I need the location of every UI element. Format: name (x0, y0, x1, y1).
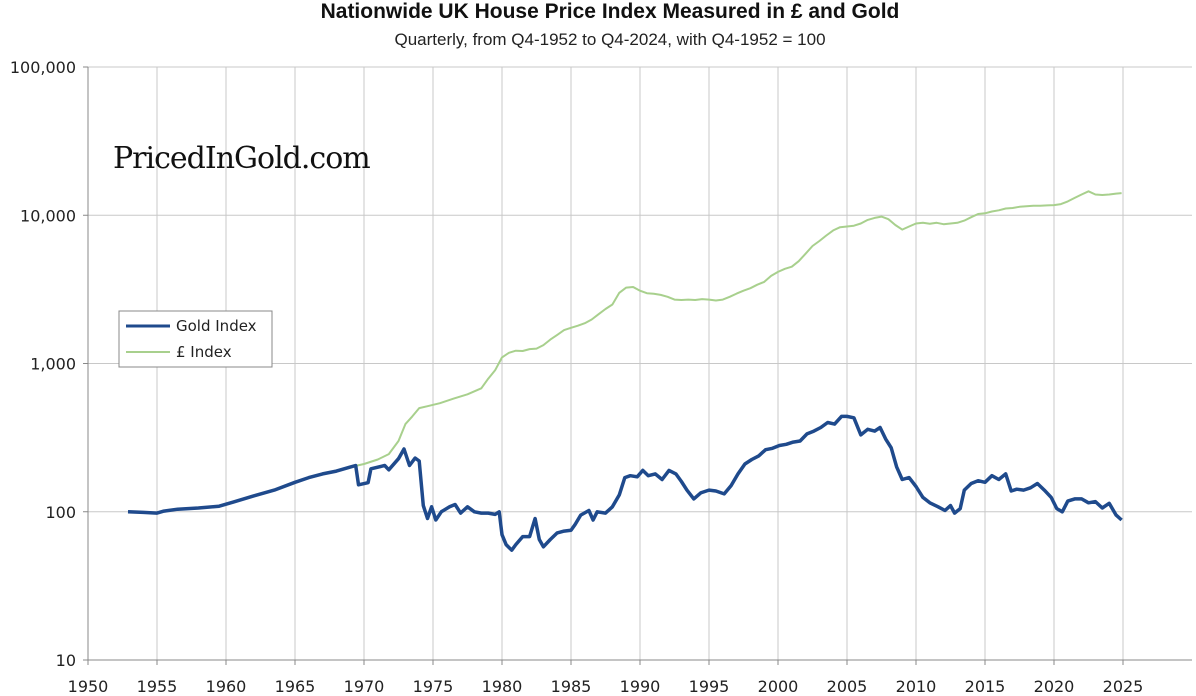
x-tick-label: 2005 (827, 677, 868, 696)
x-tick-label: 1975 (413, 677, 454, 696)
legend: Gold Index £ Index (118, 310, 273, 368)
y-tick-label: 100,000 (10, 58, 76, 77)
x-tick-label: 1990 (620, 677, 661, 696)
x-tick-label: 1965 (275, 677, 316, 696)
x-tick-label: 1985 (551, 677, 592, 696)
x-tick-label: 2025 (1103, 677, 1144, 696)
y-tick-label: 10 (56, 651, 76, 670)
series-layer (127, 190, 1123, 552)
legend-label-gold-index: Gold Index (176, 317, 257, 335)
y-tick-label: 10,000 (20, 206, 76, 225)
x-tick-label: 1955 (137, 677, 178, 696)
x-tick-label: 1970 (344, 677, 385, 696)
x-tick-label: 2000 (758, 677, 799, 696)
x-tick-label: 1960 (206, 677, 247, 696)
y-tick-label: 1,000 (30, 355, 76, 374)
series-line-pound-index (127, 190, 1122, 515)
chart-subtitle: Quarterly, from Q4-1952 to Q4-2024, with… (394, 30, 826, 49)
x-tick-label: 2020 (1034, 677, 1075, 696)
chart-title: Nationwide UK House Price Index Measured… (320, 0, 900, 23)
watermark: PricedInGold.com (113, 141, 370, 176)
series-line-gold-index (127, 414, 1123, 552)
x-tick-label: 1980 (482, 677, 523, 696)
x-tick-label: 2015 (965, 677, 1006, 696)
axes: 1950 1955 1960 1965 1970 1975 1980 1985 1990 1995… (10, 58, 1192, 696)
legend-box (118, 310, 273, 368)
x-tick-label: 1995 (689, 677, 730, 696)
x-tick-label: 1950 (68, 677, 109, 696)
grid (87, 66, 1192, 661)
y-tick-label: 100 (45, 503, 76, 522)
x-tick-label: 2010 (896, 677, 937, 696)
legend-label-pound-index: £ Index (176, 343, 232, 361)
